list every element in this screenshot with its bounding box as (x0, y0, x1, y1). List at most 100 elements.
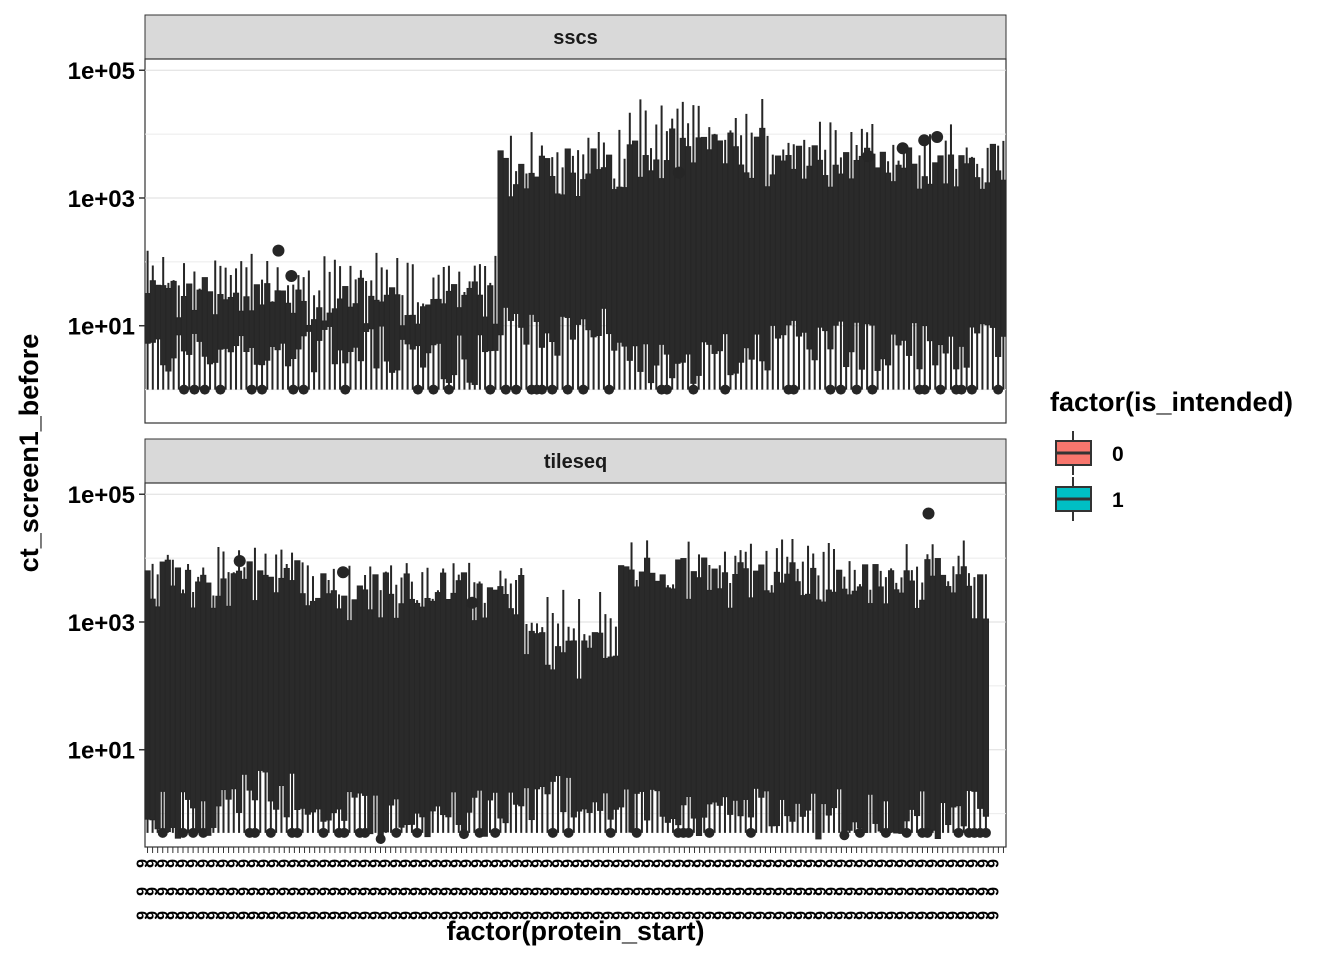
box-body (230, 573, 237, 790)
facet-label-tileseq: tileseq (544, 451, 607, 473)
x-tick-label: 9 (833, 859, 850, 868)
x-tick-label: 9 (246, 859, 263, 868)
box-body (804, 593, 812, 811)
box-body (497, 150, 504, 336)
x-tick-label: 9 (945, 859, 962, 868)
box-body (895, 164, 902, 346)
y-tick-label: 1e+01 (68, 738, 135, 765)
x-tick-label: 9 (246, 887, 263, 896)
box-body (937, 155, 944, 346)
box-body (456, 307, 463, 336)
box-body (716, 140, 723, 352)
box-body (898, 592, 905, 834)
box-body (727, 132, 734, 376)
box-body (747, 597, 755, 818)
x-tick-label: 9 (216, 859, 233, 868)
box-low-point (720, 384, 731, 395)
x-tick-label: 9 (985, 911, 1002, 920)
box-body (945, 586, 952, 826)
x-tick-label: 9 (955, 887, 972, 896)
box-body (837, 173, 845, 322)
box-body (795, 145, 803, 337)
x-tick-label: 9 (742, 859, 759, 868)
x-tick-label: 9 (823, 887, 840, 896)
x-tick-label: 9 (195, 859, 212, 868)
x-tick-label: 9 (418, 859, 435, 868)
x-tick-label: 9 (560, 887, 577, 896)
box-low-point (745, 827, 756, 838)
x-tick-label: 9 (560, 859, 577, 868)
box-body (533, 176, 540, 322)
x-tick-label: 9 (671, 911, 688, 920)
x-tick-label: 9 (965, 911, 982, 920)
box-body (877, 586, 884, 832)
box-body (528, 172, 535, 315)
box-body (273, 592, 280, 810)
x-tick-label: 9 (256, 911, 273, 920)
box-low-point (391, 827, 402, 838)
box-low-point (511, 384, 522, 395)
box-body (570, 640, 577, 818)
box-body (398, 603, 405, 828)
x-tick-label: 9 (428, 887, 445, 896)
x-tick-label: 9 (459, 911, 476, 920)
box-body (383, 294, 390, 362)
x-tick-label: 9 (266, 911, 283, 920)
x-tick-label: 9 (216, 887, 233, 896)
x-tick-label: 9 (884, 911, 901, 920)
x-tick-label: 9 (286, 859, 303, 868)
box-body (450, 284, 458, 376)
x-tick-label: 9 (479, 887, 496, 896)
x-tick-label: 9 (165, 887, 182, 896)
y-tick-label: 1e+05 (68, 482, 135, 509)
box-body (404, 315, 411, 345)
box-body (382, 572, 389, 833)
x-tick-label: 9 (722, 859, 739, 868)
x-tick-label: 9 (823, 911, 840, 920)
box-body (659, 574, 666, 817)
x-tick-label: 9 (631, 859, 648, 868)
x-tick-label: 9 (165, 911, 182, 920)
x-tick-label: 9 (955, 859, 972, 868)
x-tick-label: 9 (185, 887, 202, 896)
box-body (653, 159, 660, 366)
box-body (367, 609, 374, 835)
box-low-point (340, 384, 351, 395)
box-low-point (562, 384, 573, 395)
x-tick-label: 9 (894, 859, 911, 868)
x-tick-label: 9 (773, 859, 790, 868)
box-body (278, 577, 285, 786)
x-tick-label: 9 (519, 911, 536, 920)
x-tick-label: 9 (712, 859, 729, 868)
box-body (843, 152, 850, 368)
x-tick-label: 9 (135, 911, 152, 920)
x-tick-label: 9 (985, 859, 1002, 868)
box-body (841, 588, 848, 836)
box-body (492, 589, 499, 793)
box-body (518, 575, 525, 807)
box-body (663, 160, 670, 355)
outlier-point (862, 150, 875, 163)
x-tick-label: 9 (914, 887, 931, 896)
box-body (963, 163, 970, 368)
box-body (575, 678, 583, 812)
box-low-point (605, 827, 616, 838)
x-tick-label: 9 (469, 911, 486, 920)
x-tick-label: 9 (904, 911, 921, 920)
box-body (773, 571, 780, 827)
box-body (206, 291, 214, 365)
x-tick-label: 9 (236, 859, 253, 868)
box-body (801, 178, 808, 333)
box-low-point (443, 384, 454, 395)
box-body (169, 585, 176, 828)
box-body (638, 571, 646, 792)
box-body (419, 606, 426, 818)
box-body (611, 189, 618, 351)
x-tick-label: 9 (357, 887, 374, 896)
box-low-point (288, 384, 299, 395)
x-tick-label: 9 (165, 859, 182, 868)
box-body (732, 146, 739, 374)
box-body (387, 593, 395, 806)
box-body (810, 567, 817, 794)
x-tick-label: 9 (368, 859, 385, 868)
